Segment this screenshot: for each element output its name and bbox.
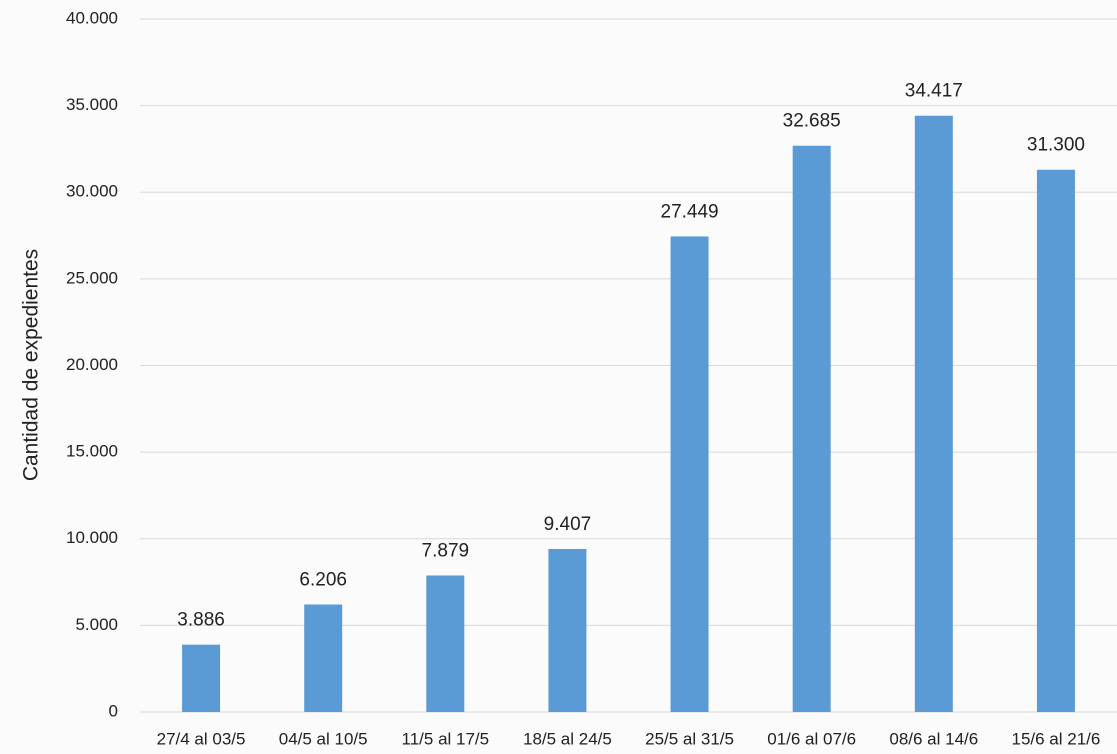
y-tick-label: 10.000 bbox=[66, 528, 118, 547]
value-label: 32.685 bbox=[783, 111, 841, 132]
bar bbox=[792, 145, 831, 713]
value-label: 27.449 bbox=[661, 201, 719, 222]
y-tick-label: 25.000 bbox=[66, 268, 118, 287]
x-tick-label: 08/6 al 14/6 bbox=[889, 729, 978, 748]
y-tick-label: 40.000 bbox=[66, 8, 118, 27]
x-tick-label: 15/6 al 21/6 bbox=[1012, 729, 1101, 748]
bar bbox=[548, 549, 587, 712]
bar bbox=[426, 575, 465, 712]
x-tick-label: 27/4 al 03/5 bbox=[157, 729, 246, 748]
y-tick-label: 30.000 bbox=[66, 182, 118, 201]
x-tick-label: 18/5 al 24/5 bbox=[523, 729, 612, 748]
y-tick-label: 15.000 bbox=[66, 442, 118, 461]
value-label: 34.417 bbox=[905, 81, 963, 102]
x-tick-label: 04/5 al 10/5 bbox=[279, 729, 368, 748]
x-tick-label: 11/5 al 17/5 bbox=[402, 729, 490, 748]
bar bbox=[182, 644, 221, 712]
x-tick-label: 01/6 al 07/6 bbox=[767, 729, 856, 748]
y-tick-label: 20.000 bbox=[66, 355, 118, 374]
bar bbox=[914, 115, 953, 713]
value-label: 7.879 bbox=[422, 541, 470, 562]
value-label: 31.300 bbox=[1027, 135, 1085, 156]
bar bbox=[670, 236, 709, 712]
value-label: 6.206 bbox=[299, 569, 347, 590]
y-tick-label: 0 bbox=[109, 701, 118, 720]
y-axis-label: Cantidad de expedientes bbox=[20, 249, 43, 481]
y-tick-label: 35.000 bbox=[66, 95, 118, 114]
value-label: 9.407 bbox=[544, 514, 592, 535]
bar bbox=[1036, 169, 1075, 713]
bar bbox=[304, 604, 343, 712]
x-tick-label: 25/5 al 31/5 bbox=[645, 729, 734, 748]
value-label: 3.886 bbox=[177, 610, 225, 631]
y-tick-label: 5.000 bbox=[75, 615, 118, 634]
